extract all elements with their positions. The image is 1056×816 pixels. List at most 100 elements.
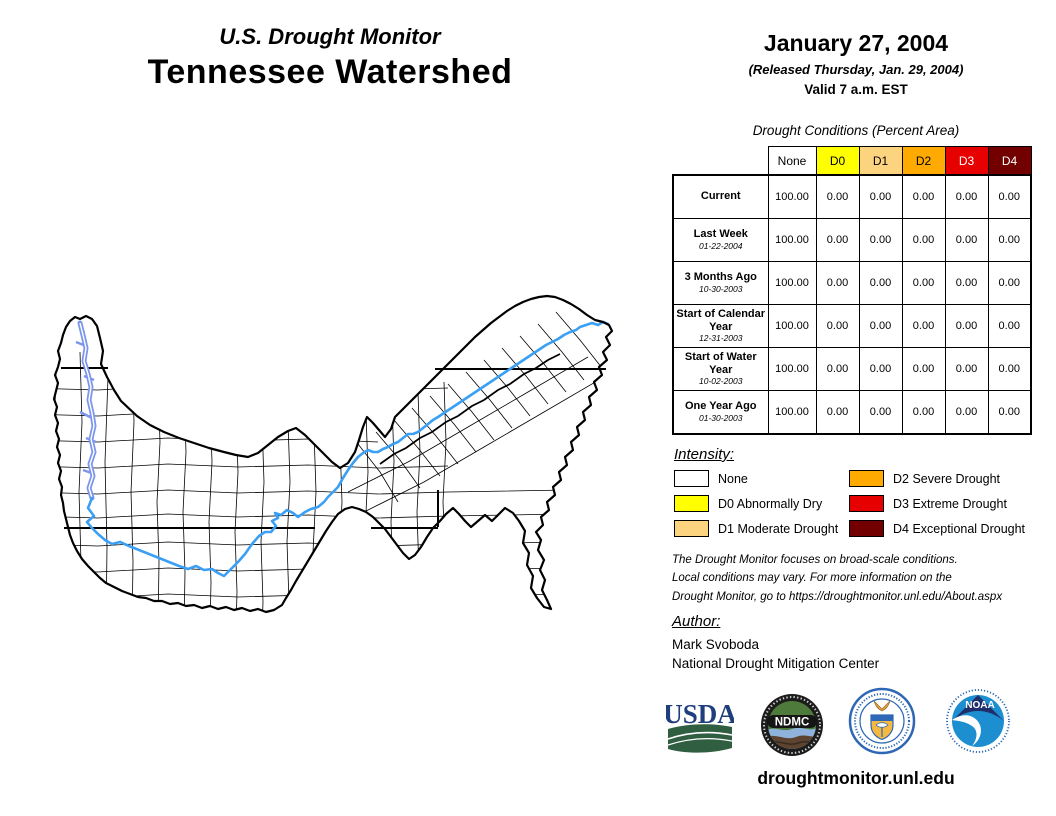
cell-value: 0.00 <box>858 347 903 391</box>
watershed-outline <box>52 294 614 614</box>
col-header-d0: D0 <box>815 146 860 176</box>
app-title: U.S. Drought Monitor <box>219 24 441 49</box>
cell-value: 0.00 <box>901 218 946 262</box>
row-date: 12-31-2003 <box>699 333 743 344</box>
table-row: Current 100.00 0.00 0.00 0.00 0.00 0.00 <box>672 174 1032 219</box>
table-row: Start of Water Year 10-02-2003 100.00 0.0… <box>672 347 1032 391</box>
page-title: Tennessee Watershed <box>147 53 513 91</box>
valid-time: Valid 7 a.m. EST <box>804 82 908 97</box>
cell-value: 0.00 <box>944 174 989 219</box>
cell-value: 0.00 <box>858 174 903 219</box>
usda-logo-text: USDA <box>666 699 734 729</box>
cell-value: 0.00 <box>858 390 903 435</box>
drought-conditions-table: None D0 D1 D2 D3 D4 Current 100.00 0.00 … <box>672 146 1032 435</box>
col-header-d3: D3 <box>944 146 989 176</box>
ndmc-logo: NDMC <box>761 694 823 756</box>
cell-value: 0.00 <box>815 347 860 391</box>
table-caption: Drought Conditions (Percent Area) <box>752 123 960 138</box>
noaa-logo-text: NOAA <box>965 700 994 711</box>
author-organization: National Drought Mitigation Center <box>672 656 880 671</box>
date-block: January 27, 2004 (Released Thursday, Jan… <box>688 30 1024 97</box>
intensity-heading: Intensity: <box>674 446 735 463</box>
cell-value: 0.00 <box>901 174 946 219</box>
col-header-none: None <box>767 146 817 176</box>
cell-value: 0.00 <box>815 218 860 262</box>
cell-value: 0.00 <box>901 390 946 435</box>
col-header-d2: D2 <box>901 146 946 176</box>
cell-value: 0.00 <box>901 261 946 305</box>
legend-swatch-d4 <box>849 520 884 537</box>
cell-value: 0.00 <box>944 304 989 348</box>
row-label: Start of Water Year 10-02-2003 <box>672 347 769 391</box>
table-corner-cell <box>673 146 768 175</box>
released-date: (Released Thursday, Jan. 29, 2004) <box>748 62 964 77</box>
legend-label: D2 Severe Drought <box>893 471 1001 486</box>
cell-value: 0.00 <box>987 174 1032 219</box>
table-row: Start of Calendar Year 12-31-2003 100.00 … <box>672 304 1032 348</box>
col-header-d1: D1 <box>858 146 903 176</box>
legend-label: D4 Exceptional Drought <box>893 521 1026 536</box>
cell-value: 0.00 <box>987 261 1032 305</box>
cell-value: 0.00 <box>858 304 903 348</box>
cell-value: 0.00 <box>901 347 946 391</box>
legend-label: D1 Moderate Drought <box>718 521 839 536</box>
row-date: 01-30-2003 <box>699 412 743 423</box>
tennessee-watershed-map <box>52 294 614 614</box>
disclaimer-line: Drought Monitor, go to https://droughtmo… <box>672 590 1003 603</box>
legend-swatch-d1 <box>674 520 709 537</box>
commerce-seal-logo <box>848 687 916 755</box>
legend-item-d1: D1 Moderate Drought <box>674 520 838 537</box>
site-url: droughtmonitor.unl.edu <box>757 768 955 788</box>
ndmc-logo-text: NDMC <box>775 717 810 729</box>
cell-value: 0.00 <box>815 304 860 348</box>
cell-value: 100.00 <box>767 390 817 435</box>
author-heading: Author: <box>672 613 721 630</box>
cell-value: 0.00 <box>944 218 989 262</box>
legend-item-none: None <box>674 470 748 487</box>
legend-label: None <box>718 471 748 486</box>
usda-logo: USDA <box>666 699 734 753</box>
cell-value: 0.00 <box>858 218 903 262</box>
disclaimer-line: Local conditions may vary. For more info… <box>672 572 952 585</box>
legend-label: D0 Abnormally Dry <box>718 496 823 511</box>
legend-item-d0: D0 Abnormally Dry <box>674 495 822 512</box>
cell-value: 0.00 <box>987 390 1032 435</box>
state-border-lines <box>61 353 606 529</box>
author-name: Mark Svoboda <box>672 637 760 652</box>
cell-value: 100.00 <box>767 174 817 219</box>
row-label: Last Week 01-22-2004 <box>672 218 769 262</box>
cell-value: 0.00 <box>815 261 860 305</box>
row-label-text: 3 Months Ago <box>684 271 757 284</box>
row-label-text: Current <box>700 190 741 203</box>
row-label-text: Last Week <box>693 228 748 241</box>
disclaimer-line: The Drought Monitor focuses on broad-sca… <box>672 554 958 566</box>
row-label: Start of Calendar Year 12-31-2003 <box>672 304 769 348</box>
row-date: 01-22-2004 <box>699 240 743 251</box>
disclaimer-text: The Drought Monitor focuses on broad-sca… <box>672 551 1052 606</box>
row-label: 3 Months Ago 10-30-2003 <box>672 261 769 305</box>
map-date: January 27, 2004 <box>763 30 949 56</box>
cell-value: 0.00 <box>815 174 860 219</box>
table-header-row: None D0 D1 D2 D3 D4 <box>673 146 1032 176</box>
legend-swatch-d3 <box>849 495 884 512</box>
cell-value: 0.00 <box>987 218 1032 262</box>
row-label-text: Start of Calendar Year <box>676 307 766 333</box>
table-row: 3 Months Ago 10-30-2003 100.00 0.00 0.00 … <box>672 261 1032 305</box>
table-row: One Year Ago 01-30-2003 100.00 0.00 0.00 … <box>672 390 1032 435</box>
row-date: 10-02-2003 <box>699 376 743 387</box>
legend-swatch-none <box>674 470 709 487</box>
cell-value: 100.00 <box>767 218 817 262</box>
cell-value: 0.00 <box>944 347 989 391</box>
noaa-logo: NOAA <box>946 689 1010 753</box>
table-row: Last Week 01-22-2004 100.00 0.00 0.00 0.0… <box>672 218 1032 262</box>
cell-value: 0.00 <box>987 347 1032 391</box>
cell-value: 0.00 <box>858 261 903 305</box>
row-label-text: One Year Ago <box>684 400 757 413</box>
cell-value: 100.00 <box>767 347 817 391</box>
cell-value: 0.00 <box>815 390 860 435</box>
legend-swatch-d0 <box>674 495 709 512</box>
legend-item-d3: D3 Extreme Drought <box>849 495 1007 512</box>
legend-swatch-d2 <box>849 470 884 487</box>
tennessee-river <box>85 320 610 578</box>
